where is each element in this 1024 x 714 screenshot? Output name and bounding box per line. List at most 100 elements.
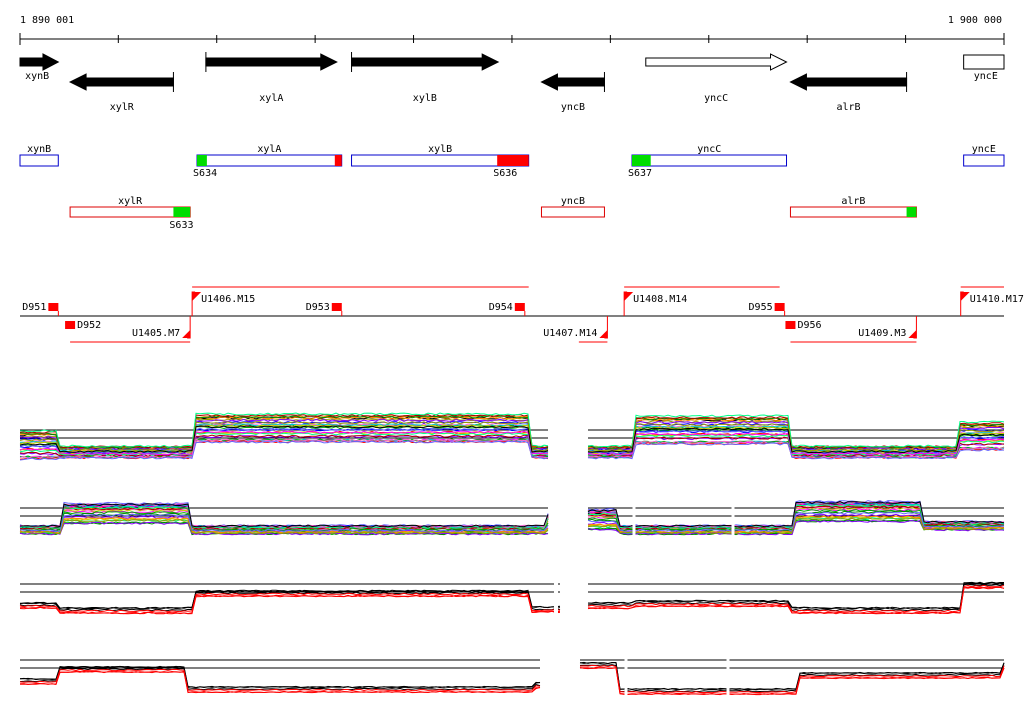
transcript-box-xylA [196, 154, 343, 167]
upregion-label: U1406.M15 [201, 294, 255, 305]
segment-label: D954 [489, 302, 513, 313]
upregion-label: U1408.M14 [633, 294, 687, 305]
expression-panel-2 [19, 500, 1005, 540]
transcript-label-xynB: xynB [27, 144, 51, 155]
signal-trace [19, 589, 561, 610]
signal-trace [19, 592, 561, 613]
gene-arrow-xylB [351, 53, 500, 71]
signal-trace [19, 434, 549, 457]
expression-panel-1 [19, 412, 1005, 465]
signal-trace [587, 434, 1004, 456]
signal-trace [588, 586, 1005, 615]
upregion-label: U1409.M3 [858, 328, 906, 339]
signal-trace [19, 519, 549, 535]
transcript-box-yncB [540, 206, 605, 218]
signal-trace [587, 436, 1005, 457]
transcript-track: xynB xylA xylB yncC yncE xylR yncB alrB S634 S636… [19, 144, 1005, 231]
gene-track: xynB xylR xylA xylB yncB yncC alrB yncE [19, 52, 1005, 113]
signal-trace [19, 512, 549, 532]
upregion-flag [182, 330, 191, 338]
signal-trace [587, 584, 1005, 613]
signal-trace [587, 414, 1005, 448]
signal-trace [19, 506, 549, 529]
signal-trace [19, 438, 549, 459]
transcript-box-yncC [631, 154, 788, 167]
upregion-label: U1405.M7 [132, 328, 180, 339]
transcript-label-yncB: yncB [561, 196, 585, 207]
gene-label-yncE: yncE [974, 71, 998, 82]
transcript-label-xylR: xylR [118, 196, 143, 207]
transcript-box-yncE [963, 154, 1005, 167]
signal-trace [579, 664, 1005, 694]
signal-trace [587, 515, 1004, 534]
segment-marker [774, 303, 785, 311]
segment-label: D953 [306, 302, 330, 313]
signal-label: S637 [628, 168, 652, 179]
signal-trace [587, 517, 1005, 535]
segment-marker [331, 303, 342, 311]
transcript-label-alrB: alrB [841, 196, 865, 207]
signal-trace [19, 594, 561, 615]
signal-trace [587, 429, 1005, 455]
gene-arrow-xylR [68, 73, 174, 91]
upregion-flag [599, 330, 608, 338]
signal-block [334, 155, 342, 166]
upregion-label: U1407.M14 [543, 328, 597, 339]
signal-trace [20, 503, 549, 528]
signal-trace [19, 667, 541, 691]
signal-trace [587, 583, 1005, 612]
segment-track: D951 D952 D953 D954 D955 D956 U1405.M7 U1406.M1… [20, 286, 1024, 343]
transcript-label-xylA: xylA [257, 144, 281, 155]
gene-label-yncC: yncC [704, 93, 728, 104]
signal-trace [19, 427, 549, 455]
upregion-label: U1410.M17 [970, 294, 1024, 305]
gene-label-xylB: xylB [413, 93, 437, 104]
signal-trace [19, 670, 541, 694]
signal-trace [587, 432, 1005, 456]
gene-arrow-xynB [19, 53, 60, 71]
signal-block [906, 207, 917, 217]
transcript-label-xylB: xylB [428, 144, 452, 155]
signal-block [173, 207, 191, 217]
upregion-flag [192, 292, 202, 301]
signal-block [632, 155, 651, 166]
segment-label: D956 [797, 320, 821, 331]
signal-trace [587, 581, 1005, 610]
signal-trace [579, 661, 1005, 691]
gene-label-alrB: alrB [836, 102, 860, 113]
upregion-flag [908, 330, 917, 338]
signal-trace [587, 427, 1005, 454]
segment-marker [514, 303, 525, 311]
signal-trace [587, 501, 1005, 528]
segment-marker [65, 321, 76, 329]
ruler-start-label: 1 890 001 [20, 15, 74, 26]
gene-arrow-xylA [205, 53, 338, 71]
ruler-end-label: 1 900 000 [948, 15, 1002, 26]
signal-block [197, 155, 207, 166]
gene-arrow-yncC [645, 53, 788, 71]
signal-trace [587, 423, 1005, 452]
signal-trace [19, 503, 549, 528]
signal-trace [579, 664, 1005, 693]
gene-label-yncB: yncB [561, 102, 585, 113]
ruler-ticks [19, 33, 1005, 45]
signal-trace [19, 513, 549, 533]
signal-label: S636 [493, 168, 517, 179]
signal-trace [19, 432, 549, 456]
segment-marker [48, 303, 59, 311]
transcript-label-yncC: yncC [697, 144, 721, 155]
signal-block [497, 155, 529, 166]
signal-trace [19, 430, 549, 456]
upregion-flag [624, 292, 634, 301]
transcript-box-xylR [69, 206, 191, 218]
segment-label: D951 [22, 302, 46, 313]
upregion-flag [960, 292, 970, 301]
signal-trace [19, 668, 541, 692]
signal-trace [587, 581, 1004, 610]
signal-trace [19, 415, 549, 449]
expression-panel-3 [19, 580, 1005, 620]
transcript-label-yncE: yncE [972, 144, 996, 155]
signal-trace [587, 442, 1005, 460]
segment-label: D955 [749, 302, 773, 313]
coordinate-ruler: 1 890 001 1 900 000 [19, 15, 1005, 45]
